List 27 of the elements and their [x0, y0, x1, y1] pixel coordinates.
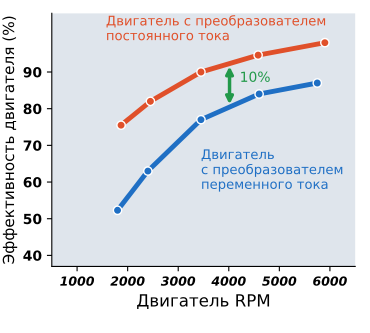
annotation: 10% [241, 72, 270, 82]
x-axis-title: Двигатель RPM [137, 294, 270, 310]
point [196, 114, 206, 125]
x-tick-label: 1000 [60, 276, 94, 286]
y-tick-label: 90 [23, 66, 42, 78]
point [312, 78, 322, 88]
x-tick-label: 6000 [313, 276, 347, 286]
x-tick-label: 5000 [262, 276, 296, 286]
point [116, 120, 126, 130]
point [146, 96, 156, 106]
series-label: Двигатель с преобразователем постоянного тока [106, 15, 326, 40]
y-tick-label: 60 [24, 177, 42, 188]
y-tick-label: 70 [24, 140, 42, 151]
point [112, 205, 122, 216]
x-tick-label: 2000 [110, 276, 145, 286]
y-tick-label: 40 [23, 250, 42, 261]
y-tick-label: 80 [24, 104, 42, 114]
point [196, 67, 206, 77]
y-tick-label: 50 [24, 214, 42, 224]
x-tick-label: 4000 [211, 276, 246, 286]
x-tick-label: 3000 [160, 276, 196, 286]
series-label: Двигатель с преобразователем переменного тока [202, 149, 342, 192]
point [320, 38, 330, 48]
y-axis-title: Эффективность двигателя (%) [2, 16, 18, 264]
point [254, 89, 264, 99]
point [143, 166, 153, 176]
point [253, 50, 263, 60]
